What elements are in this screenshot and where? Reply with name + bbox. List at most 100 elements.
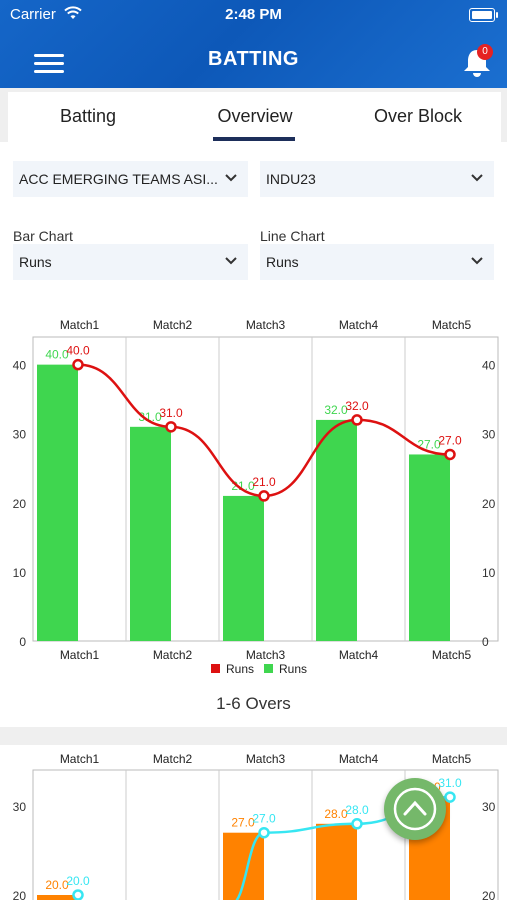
y-tick-left: 20	[13, 497, 27, 511]
y-tick-right: 0	[482, 635, 489, 649]
line-point	[351, 818, 363, 830]
chart2-title: 1-6 Overs	[216, 694, 291, 713]
y-tick-right: 10	[482, 566, 496, 580]
x-tick-bottom: Match2	[153, 648, 193, 662]
bar-chart-select[interactable]: Runs	[13, 244, 248, 280]
bar-label: 31.0	[138, 410, 162, 424]
x-tick-top: Match5	[432, 752, 472, 766]
tab-batting[interactable]: Batting	[59, 106, 117, 126]
line-point	[444, 791, 456, 803]
x-tick-top: Match3	[246, 752, 286, 766]
line-point	[165, 421, 177, 433]
bar-label: 20.0	[45, 878, 69, 892]
x-tick-bottom: Match3	[246, 648, 286, 662]
line-label: 32.0	[345, 399, 369, 413]
line-label: 31.0	[438, 776, 462, 790]
line-label: 20.0	[66, 874, 90, 888]
plot-frame	[32, 769, 499, 900]
y-tick-right: 40	[482, 359, 496, 373]
tab-over-block[interactable]: Over Block	[373, 106, 463, 126]
line-label: 28.0	[345, 803, 369, 817]
bar	[37, 895, 78, 900]
line-chart-label: Line Chart	[260, 228, 325, 244]
bar	[130, 426, 171, 641]
line-label: 31.0	[159, 406, 183, 420]
wifi-icon	[64, 6, 82, 19]
x-tick-top: Match1	[60, 318, 100, 332]
line-point	[444, 448, 456, 461]
notification-badge: 0	[477, 44, 493, 60]
bar-label: 28.0	[324, 807, 348, 821]
line-label: 27.0	[438, 433, 462, 447]
bar-label: 27.0	[417, 437, 441, 451]
bar	[409, 454, 450, 641]
bar-chart-label: Bar Chart	[13, 228, 73, 244]
y-tick-right: 20	[482, 497, 496, 511]
bar	[223, 832, 264, 900]
y-tick-left: 0	[19, 635, 26, 649]
line-point	[351, 414, 363, 426]
chevron-down-icon	[225, 174, 237, 182]
team-select[interactable]: INDU23	[260, 161, 494, 197]
overs-combo-chart: 20 20 30 30 Match1 Match2 Match3 Match4 Match5 20…	[13, 752, 499, 900]
bar-chart-select-value: Runs	[19, 254, 52, 270]
legend-swatch-bar	[264, 664, 273, 673]
scroll-top-button[interactable]	[384, 778, 446, 840]
legend-swatch-line	[211, 664, 220, 673]
chevron-up-icon	[393, 787, 437, 831]
legend-label-line: Runs	[226, 662, 254, 676]
hamburger-menu-icon[interactable]	[34, 52, 66, 76]
line-label: 21.0	[252, 475, 276, 489]
bar-label: 21.0	[231, 479, 255, 493]
y-tick-right: 30	[482, 428, 496, 442]
plot-frame	[32, 336, 499, 642]
status-bar: Carrier 2:48 PM	[0, 0, 507, 30]
y-tick-left: 30	[13, 800, 27, 814]
x-tick-top: Match3	[246, 318, 286, 332]
tab-bar: Batting Overview Over Block	[0, 88, 507, 142]
bar-label: 40.0	[45, 348, 69, 362]
active-tab-indicator	[213, 137, 295, 141]
x-tick-top: Match2	[153, 752, 193, 766]
bar	[223, 495, 264, 641]
chevron-down-icon	[471, 174, 483, 182]
section-divider	[0, 727, 507, 745]
app-header: Carrier 2:48 PM BATTING 0	[0, 0, 507, 88]
carrier-label: Carrier	[10, 6, 56, 23]
x-tick-bottom: Match5	[432, 648, 472, 662]
page-title: BATTING	[208, 48, 299, 70]
x-tick-top: Match5	[432, 318, 472, 332]
y-tick-left: 30	[13, 428, 27, 442]
x-tick-top: Match4	[339, 752, 379, 766]
x-tick-bottom: Match1	[60, 648, 100, 662]
line-point	[258, 826, 270, 839]
chevron-down-icon	[225, 257, 237, 265]
bar	[316, 419, 357, 641]
bar	[316, 823, 357, 900]
bar-label: 27.0	[231, 816, 255, 830]
battery-icon	[469, 8, 498, 22]
legend-label-bar: Runs	[279, 662, 307, 676]
x-tick-top: Match1	[60, 752, 100, 766]
line-label: 27.0	[252, 812, 276, 826]
status-time: 2:48 PM	[225, 6, 282, 23]
tournament-select-value: ACC EMERGING TEAMS ASI...	[19, 171, 218, 187]
y-tick-left: 20	[13, 889, 27, 900]
x-tick-top: Match4	[339, 318, 379, 332]
line-point	[72, 889, 84, 900]
y-tick-left: 10	[13, 566, 27, 580]
y-tick-right: 20	[482, 889, 496, 900]
chevron-down-icon	[471, 257, 483, 265]
tab-overview[interactable]: Overview	[217, 106, 293, 126]
y-tick-right: 30	[482, 800, 496, 814]
bar	[37, 364, 78, 641]
line-chart-select-value: Runs	[266, 254, 299, 270]
team-select-value: INDU23	[266, 171, 316, 187]
line-chart-select[interactable]: Runs	[260, 244, 494, 280]
y-tick-left: 40	[13, 359, 27, 373]
line-point	[72, 358, 84, 371]
line-point	[258, 490, 270, 502]
bar-label: 32.0	[324, 403, 348, 417]
x-tick-top: Match2	[153, 318, 193, 332]
tournament-select[interactable]: ACC EMERGING TEAMS ASI...	[13, 161, 248, 197]
